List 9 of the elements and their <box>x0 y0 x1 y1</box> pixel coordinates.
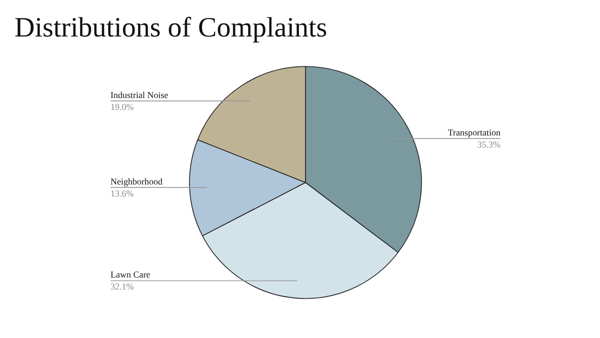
slice-label: Neighborhood <box>110 176 163 186</box>
data-label: 32.1% <box>110 282 134 292</box>
data-label: 19.0% <box>110 102 134 112</box>
slice-label: Lawn Care <box>110 270 150 280</box>
slice-label: Transportation <box>448 128 501 138</box>
slice-label: Industrial Noise <box>110 90 168 100</box>
data-label: 35.3% <box>477 140 502 150</box>
chart-title: Distributions of Complaints <box>14 12 328 44</box>
data-label: 13.6% <box>110 188 134 198</box>
